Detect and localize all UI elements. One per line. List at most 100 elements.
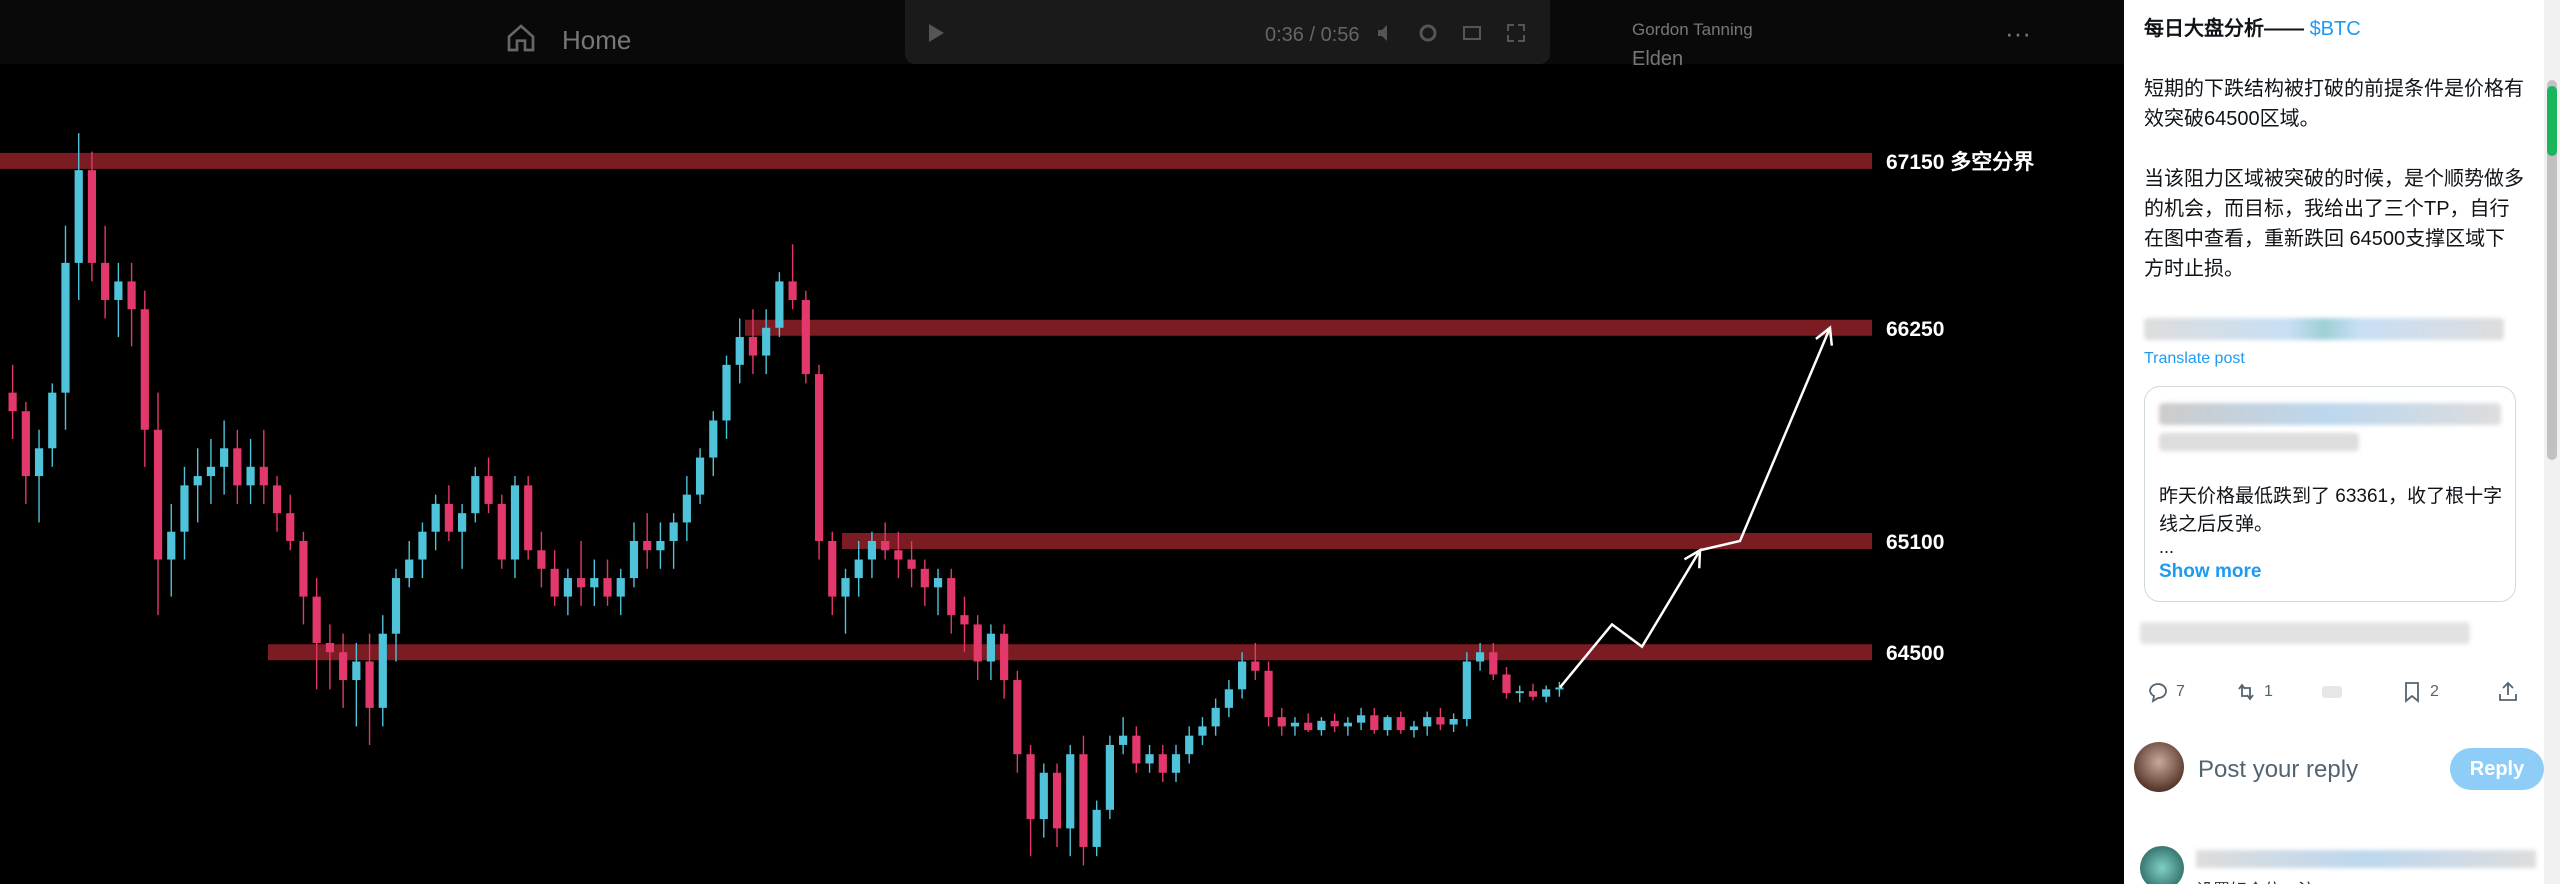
reply-item[interactable]: 设置好仓位，注 [2140, 846, 2540, 884]
candle-body [1317, 720, 1326, 731]
level-label: 64500 [1886, 642, 1944, 665]
reply-composer: Post your reply Reply [2134, 742, 2544, 798]
play-icon[interactable] [925, 22, 947, 44]
candle-body [669, 522, 678, 541]
candle-body [801, 299, 810, 375]
candle-body [722, 364, 731, 421]
candle-body [1105, 744, 1114, 810]
blurred-content [2159, 433, 2359, 451]
more-options-icon[interactable]: ··· [2005, 18, 2031, 48]
candle-body [1171, 754, 1181, 773]
quoted-post-text: 昨天价格最低跌到了 63361，收了根十字线之后反弹。 [2159, 486, 2503, 535]
candle-body [1370, 715, 1379, 731]
candle-body [167, 531, 176, 560]
repost-action[interactable]: 1 [2234, 680, 2273, 704]
candle-body [497, 503, 506, 560]
candle-body [894, 550, 903, 560]
reply-button[interactable]: Reply [2450, 748, 2544, 790]
quoted-post-card[interactable]: 昨天价格最低跌到了 63361，收了根十字线之后反弹。 ... Show mor… [2144, 386, 2516, 602]
scroll-thumb[interactable] [2547, 80, 2557, 460]
candle-body [973, 624, 982, 662]
repost-count: 1 [2264, 683, 2273, 700]
blurred-content [2140, 622, 2470, 644]
candle-body [881, 540, 890, 551]
candle-body [206, 466, 216, 477]
candle-body [563, 578, 572, 597]
candle-body [1330, 720, 1339, 727]
candle-body [114, 281, 123, 300]
level-label: 65100 [1886, 531, 1944, 554]
candle-body [1409, 726, 1419, 731]
candle-body [1132, 735, 1141, 764]
author-handle: Elden [1632, 48, 1684, 70]
reply-icon [2149, 683, 2167, 703]
candle-body [1515, 691, 1524, 694]
candle-body [629, 540, 639, 579]
candle-body [1423, 717, 1432, 727]
fullscreen-icon[interactable] [1505, 22, 1527, 44]
repost-icon [2238, 683, 2254, 701]
candle-body [1502, 674, 1511, 694]
candle-body [1304, 722, 1313, 731]
post-paragraph: 当该阻力区域被突破的时候，是个顺势做多的机会，而目标，我给出了三个TP，自行在图… [2144, 168, 2524, 280]
candle-body [576, 578, 586, 588]
scroll-indicator [2547, 86, 2557, 156]
home-icon[interactable] [505, 22, 537, 54]
level-label: 67150 多空分界 [1886, 150, 2034, 174]
candle-body [87, 170, 97, 263]
share-action[interactable] [2496, 680, 2520, 704]
level-band [745, 319, 1872, 336]
projection-path [1559, 327, 1832, 689]
candle-body [8, 392, 17, 412]
candle-body [920, 568, 929, 588]
settings-icon[interactable] [1417, 22, 1439, 44]
show-more-link[interactable]: Show more [2159, 561, 2262, 582]
share-icon [2499, 681, 2517, 701]
candle-body [1079, 754, 1088, 847]
candle-body [735, 337, 744, 365]
pip-icon[interactable] [1461, 22, 1483, 44]
bookmark-action[interactable]: 2 [2400, 680, 2439, 704]
translate-link[interactable]: Translate post [2144, 350, 2245, 367]
candle-body [246, 466, 255, 486]
candle-body [1119, 735, 1128, 745]
candle-body [325, 642, 334, 653]
candle-body [352, 661, 361, 681]
scrollbar[interactable] [2544, 0, 2560, 884]
candle-body [1026, 754, 1035, 820]
avatar [2134, 742, 2184, 792]
like-action[interactable] [2320, 680, 2350, 704]
candle-body [1251, 661, 1260, 671]
candle-body [1158, 754, 1167, 773]
reply-input[interactable]: Post your reply [2198, 756, 2359, 783]
volume-icon[interactable] [1375, 22, 1397, 44]
candle-body [590, 578, 599, 588]
candle-body [431, 503, 440, 532]
candle-body [854, 559, 863, 579]
candle-body [34, 448, 44, 477]
price-chart: 67150 多空分界 66250 65100 64500 [0, 133, 2034, 866]
video-time: 0:36 / 0:56 [1265, 24, 1360, 46]
candle-body [1555, 687, 1564, 690]
candle-body [405, 559, 414, 579]
home-label[interactable]: Home [562, 25, 632, 55]
candle-body [61, 262, 70, 393]
avatar [2140, 846, 2184, 884]
candle-body [1185, 735, 1194, 755]
candle-body [153, 429, 163, 560]
reply-action[interactable]: 7 [2146, 680, 2185, 704]
candle-body [1000, 633, 1009, 681]
candle-body [140, 309, 149, 430]
candle-body [643, 540, 652, 551]
candle-body [960, 615, 969, 625]
ticker-link[interactable]: $BTC [2309, 18, 2361, 40]
candle-body [748, 337, 758, 356]
candle-body [1092, 809, 1101, 847]
candle-body [391, 578, 401, 634]
video-controls: 0:36 / 0:56 [905, 0, 1550, 64]
candle-body [365, 661, 374, 708]
blurred-content [2196, 850, 2536, 868]
reply-count: 7 [2176, 683, 2185, 700]
candle-body [101, 262, 110, 300]
candle-body [1013, 680, 1022, 755]
